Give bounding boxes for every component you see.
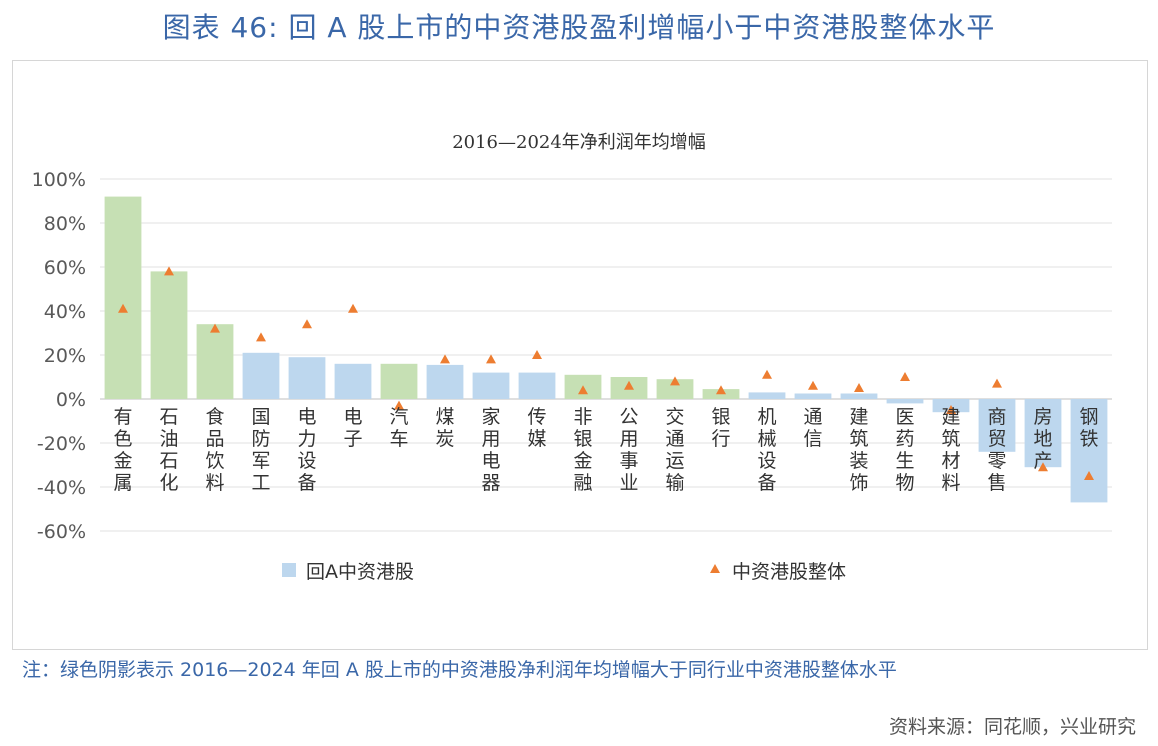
bar (518, 372, 556, 399)
category-label: 建筑材料 (941, 406, 960, 494)
bar (978, 399, 1016, 452)
category-label: 石油石化 (159, 406, 178, 494)
category-label: 有色金属 (113, 406, 132, 494)
category-label: 传媒 (527, 406, 546, 450)
y-tick-label: 100% (32, 169, 86, 191)
category-label: 家用电器 (481, 406, 500, 494)
bars (104, 196, 1108, 503)
bar (656, 379, 694, 399)
marker (210, 323, 220, 333)
bar (288, 357, 326, 399)
bar (242, 352, 280, 399)
category-label: 国防军工 (251, 406, 270, 494)
marker (670, 376, 680, 386)
bar (1070, 399, 1108, 503)
y-tick-label: 80% (44, 213, 86, 235)
legend-label-marker: 中资港股整体 (732, 561, 846, 583)
marker (348, 303, 358, 313)
category-label: 机械设备 (757, 406, 776, 494)
page-title: 图表 46: 回 A 股上市的中资港股盈利增幅小于中资港股整体水平 (162, 11, 996, 44)
marker (118, 303, 128, 313)
category-label: 食品饮料 (205, 406, 224, 494)
marker (854, 383, 864, 392)
bar (380, 363, 418, 399)
category-label: 建筑装饰 (849, 406, 868, 494)
y-tick-label: 20% (44, 345, 86, 367)
marker (164, 266, 174, 276)
legend-swatch-bar (282, 563, 296, 577)
marker (578, 385, 588, 395)
marker (624, 380, 634, 390)
marker (256, 332, 266, 342)
marker (900, 372, 910, 381)
bar (886, 399, 924, 404)
bar (334, 363, 372, 399)
markers (118, 266, 1094, 480)
category-label: 电力设备 (297, 406, 316, 494)
category-label: 非银金融 (573, 406, 592, 494)
marker (532, 350, 542, 359)
marker (808, 380, 818, 390)
bar (472, 372, 510, 399)
bar (840, 393, 878, 399)
category-label: 钢铁 (1079, 406, 1098, 450)
marker (716, 385, 726, 395)
marker (394, 400, 404, 410)
bar (748, 392, 786, 399)
marker (762, 369, 772, 379)
y-tick-label: -20% (37, 433, 86, 455)
footnote: 注：绿色阴影表示 2016—2024 年回 A 股上市的中资港股净利润年均增幅大… (22, 659, 897, 681)
y-axis-ticks: 100% 80% 60% 40% 20% 0% -20% -40% -60% (32, 169, 86, 543)
category-label: 煤炭 (435, 406, 454, 450)
y-tick-label: -60% (37, 521, 86, 543)
category-label: 通信 (803, 406, 822, 450)
marker (440, 354, 450, 364)
legend-label-bar: 回A中资港股 (306, 561, 414, 583)
category-label: 交通运输 (665, 406, 684, 494)
bar (1024, 399, 1062, 468)
marker (302, 319, 312, 329)
category-label: 电子 (343, 406, 362, 450)
chart-title: 2016—2024年净利润年均增幅 (452, 132, 706, 153)
category-label: 公用事业 (619, 406, 638, 494)
marker (1084, 471, 1094, 480)
category-label: 房地产 (1033, 406, 1052, 472)
grid-lines (100, 178, 1112, 532)
legend-swatch-marker (710, 564, 720, 573)
category-label: 银行 (711, 406, 730, 450)
category-label: 医药生物 (895, 406, 914, 494)
y-tick-label: 40% (44, 301, 86, 323)
marker (1038, 462, 1048, 472)
y-tick-label: 60% (44, 257, 86, 279)
category-label: 汽车 (389, 406, 408, 450)
bar (196, 324, 234, 399)
marker (486, 354, 496, 364)
marker (946, 405, 956, 414)
source-note: 资料来源：同花顺，兴业研究 (888, 716, 1136, 738)
legend: 回A中资港股 中资港股整体 (282, 561, 846, 583)
y-tick-label: 0% (56, 389, 86, 411)
y-tick-label: -40% (37, 477, 86, 499)
bar (150, 271, 188, 399)
category-label: 商贸零售 (987, 406, 1006, 494)
bar (104, 196, 142, 399)
bar (794, 393, 832, 399)
marker (992, 378, 1002, 388)
bar (426, 364, 464, 399)
